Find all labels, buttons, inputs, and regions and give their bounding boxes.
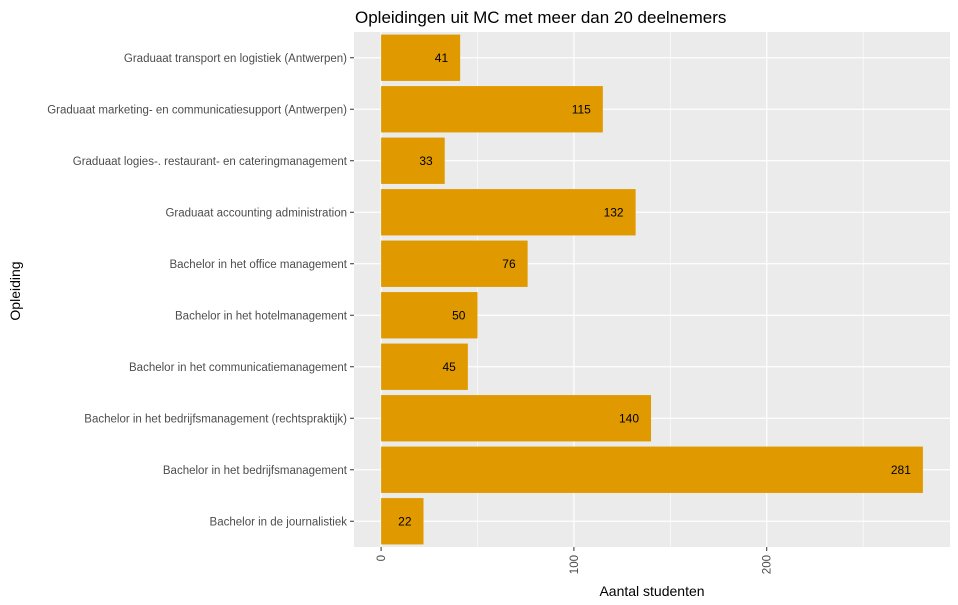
data-label: 140 bbox=[619, 411, 639, 425]
data-label: 33 bbox=[419, 154, 433, 168]
bar bbox=[381, 343, 468, 390]
x-axis-title: Aantal studenten bbox=[599, 583, 704, 599]
bar bbox=[381, 395, 652, 442]
y-tick-label: Bachelor in het communicatiemanagement bbox=[129, 362, 348, 374]
data-label: 115 bbox=[572, 102, 591, 116]
y-tick-label: Graduaat marketing- en communicatiesuppo… bbox=[47, 104, 347, 116]
y-tick-label: Bachelor in het bedrijfsmanagement bbox=[163, 465, 348, 477]
data-label: 76 bbox=[502, 257, 516, 271]
data-label: 22 bbox=[398, 514, 412, 528]
data-label: 50 bbox=[452, 308, 466, 322]
chart-title: Opleidingen uit MC met meer dan 20 deeln… bbox=[355, 8, 726, 27]
y-tick-label: Graduaat transport en logistiek (Antwerp… bbox=[124, 53, 347, 65]
bar bbox=[381, 240, 528, 287]
y-tick-label: Bachelor in het bedrijfsmanagement (rech… bbox=[84, 413, 347, 425]
data-label: 45 bbox=[442, 360, 456, 374]
data-label: 41 bbox=[435, 51, 449, 65]
y-tick-label: Graduaat logies-. restaurant- en caterin… bbox=[73, 156, 348, 168]
y-tick-label: Bachelor in het hotelmanagement bbox=[175, 310, 348, 322]
bars bbox=[381, 34, 923, 545]
y-tick-label: Bachelor in het office management bbox=[169, 259, 347, 271]
x-tick-label: 200 bbox=[762, 555, 774, 574]
bar bbox=[381, 34, 461, 81]
bar bbox=[381, 86, 603, 133]
bar bbox=[381, 446, 923, 493]
y-axis-ticks: Graduaat transport en logistiek (Antwerp… bbox=[47, 53, 354, 528]
bar bbox=[381, 292, 478, 339]
x-tick-label: 0 bbox=[376, 555, 388, 561]
y-tick-label: Graduaat accounting administration bbox=[165, 207, 347, 219]
data-labels: 41 115 33 132 76 50 45 140 281 22 bbox=[398, 51, 911, 529]
y-axis-title: Opleiding bbox=[7, 261, 23, 320]
data-label: 281 bbox=[891, 463, 911, 477]
bar bbox=[381, 498, 424, 545]
x-tick-label: 100 bbox=[569, 555, 581, 574]
bar bbox=[381, 189, 636, 236]
x-axis-ticks: 0 100 200 bbox=[376, 547, 774, 574]
y-tick-label: Bachelor in de journalistiek bbox=[210, 516, 348, 528]
data-label: 132 bbox=[604, 205, 624, 219]
bar bbox=[381, 137, 445, 184]
